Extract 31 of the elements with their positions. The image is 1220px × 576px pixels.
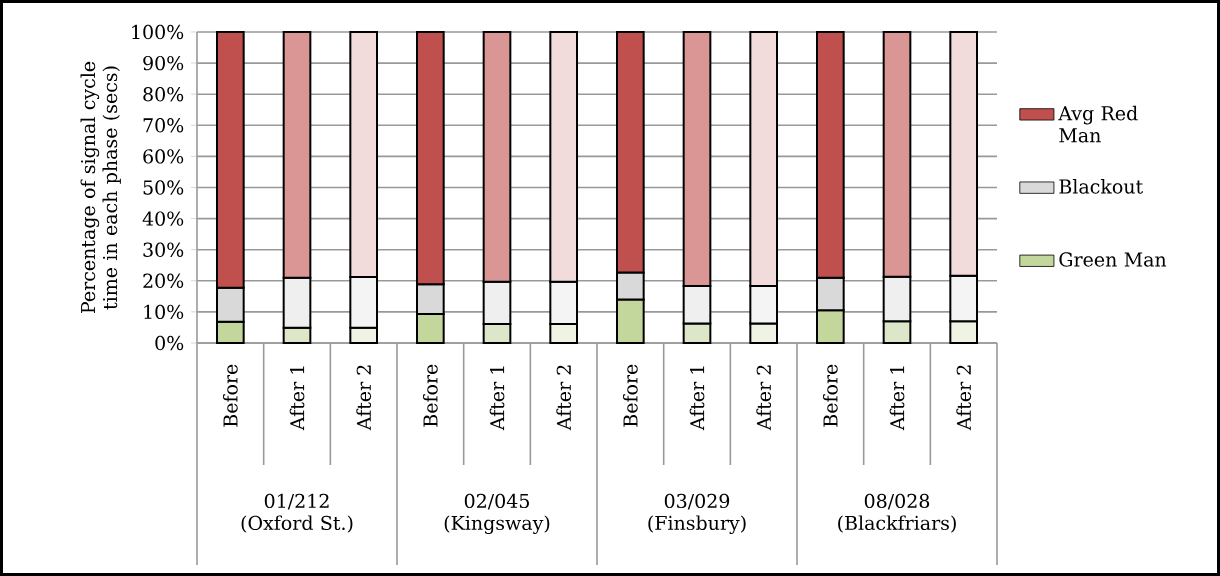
y-tick-label: 0%: [155, 335, 184, 351]
x-tick-label: After 2: [356, 365, 372, 431]
legend-label: Blackout: [1059, 179, 1144, 194]
x-tick-label: After 2: [756, 365, 772, 431]
x-tick-label: After 1: [889, 366, 905, 431]
y-tick-label: 30%: [143, 242, 184, 257]
x-tick-label: After 2: [556, 365, 572, 431]
text: 03/029 (Finsbury): [648, 493, 746, 535]
text: 08/028 (Blackfriars): [838, 493, 956, 533]
y-axis-title: Percentage of signal cycle time in each phase (secs): [80, 61, 121, 314]
legend-label: Avg Red Man: [1058, 105, 1138, 143]
y-tick-label: 80%: [143, 86, 184, 102]
legend-label: Green Man: [1059, 252, 1167, 267]
text: 01/212 (Oxford St.): [241, 493, 353, 533]
x-tick-label: After 1: [689, 366, 705, 431]
x-tick-label: After 2: [956, 365, 972, 431]
y-tick-label: 40%: [142, 211, 184, 226]
y-tick-label: 50%: [143, 180, 184, 195]
y-tick-label: 60%: [143, 149, 184, 164]
y-tick-label: 90%: [143, 55, 184, 71]
x-tick-label: Before: [822, 364, 838, 427]
x-tick-label: After 1: [489, 366, 505, 431]
y-tick-label: 100%: [132, 24, 184, 40]
x-tick-label: Before: [422, 364, 438, 427]
y-tick-label: 10%: [144, 304, 184, 320]
y-tick-label: 70%: [143, 118, 184, 133]
y-tick-label: 20%: [143, 273, 184, 288]
x-tick-label: Before: [622, 364, 638, 427]
text: 02/045 (Kingsway): [444, 493, 550, 535]
x-tick-label: After 1: [289, 366, 305, 431]
x-tick-label: Before: [222, 364, 238, 427]
